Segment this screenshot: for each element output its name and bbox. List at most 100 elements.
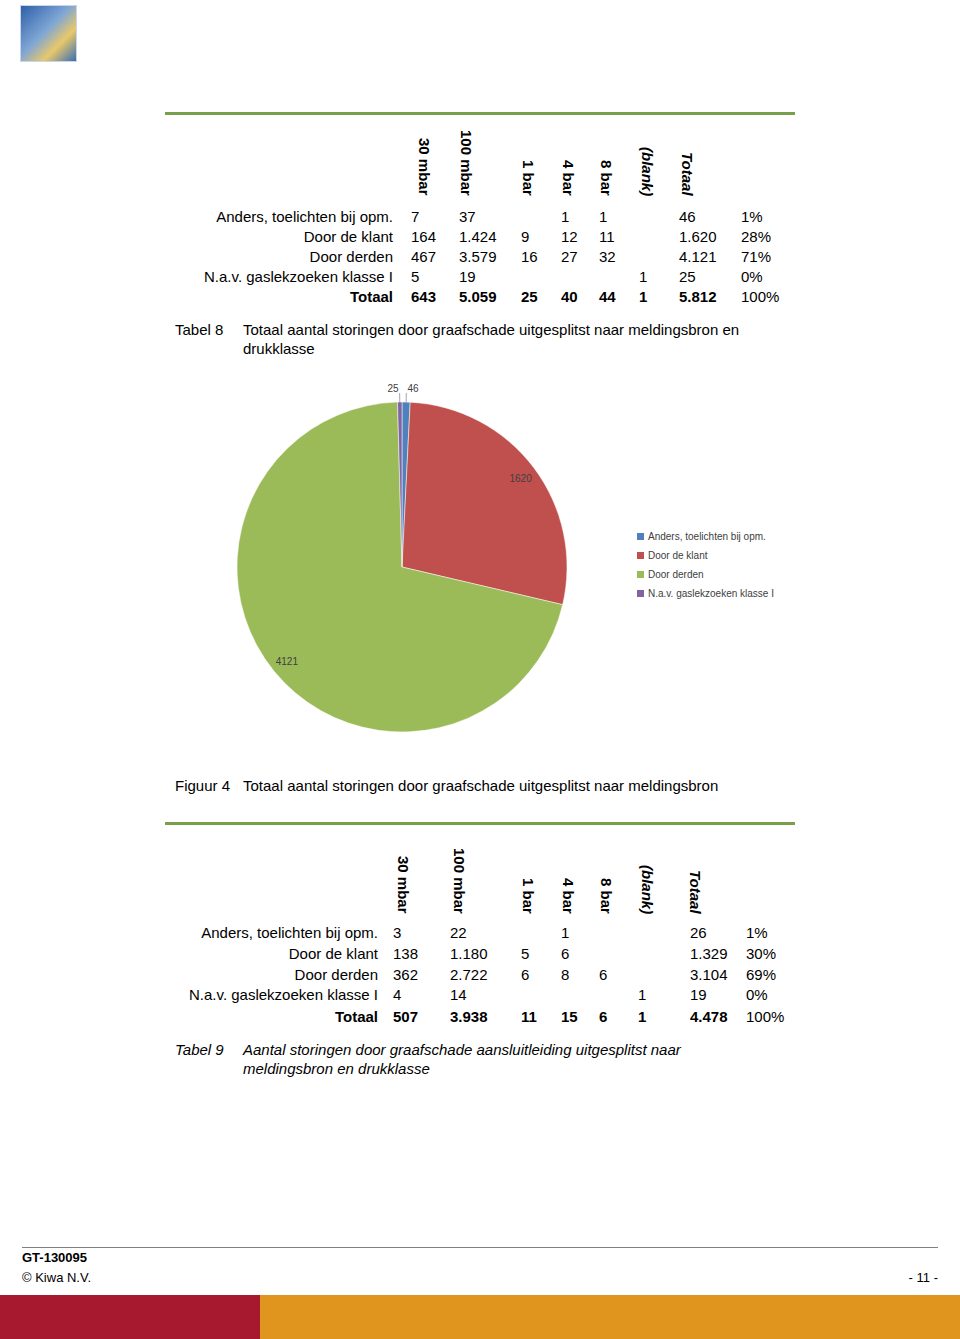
- row-label: N.a.v. gaslekzoeken klasse I: [189, 986, 378, 1004]
- table-cell: 26: [690, 924, 707, 942]
- table-cell: 6: [561, 945, 569, 963]
- data-label: 25: [387, 383, 399, 394]
- table-cell: 1: [639, 288, 647, 306]
- table-cell: 5: [411, 268, 419, 286]
- table-cell: 1.424: [459, 228, 497, 246]
- table-cell: 69%: [746, 966, 776, 984]
- pie-chart: 461620412125Anders, toelichten bij opm.D…: [0, 0, 960, 1339]
- legend-label: Anders, toelichten bij opm.: [648, 531, 766, 542]
- caption-text: Totaal aantal storingen door graafschade…: [243, 776, 843, 795]
- row-label: Totaal: [335, 1008, 378, 1026]
- table-cell: 19: [690, 986, 707, 1004]
- table-cell: 1: [561, 924, 569, 942]
- table-cell: 14: [450, 986, 467, 1004]
- table-cell: 467: [411, 248, 436, 266]
- row-label: Door derden: [310, 248, 393, 266]
- table-cell: 6: [599, 1008, 607, 1026]
- caption-label: Tabel 8: [175, 320, 223, 339]
- column-header: Totaal: [686, 870, 704, 914]
- row-label: Anders, toelichten bij opm.: [216, 208, 393, 226]
- row-label: Door derden: [295, 966, 378, 984]
- row-label: Totaal: [350, 288, 393, 306]
- caption-label: Figuur 4: [175, 776, 230, 795]
- leader-line: [399, 393, 400, 402]
- footer-page: - 11 -: [909, 1270, 938, 1285]
- footer-band-orange: [260, 1295, 960, 1339]
- table-cell: 44: [599, 288, 616, 306]
- legend-swatch: [637, 552, 644, 559]
- column-header: 30 mbar: [415, 138, 433, 196]
- table-cell: 1: [599, 208, 607, 226]
- table-cell: 3.104: [690, 966, 728, 984]
- column-header: 4 bar: [559, 878, 577, 914]
- logo: [20, 5, 77, 62]
- data-label: 46: [407, 383, 419, 394]
- legend-label: N.a.v. gaslekzoeken klasse I: [648, 588, 774, 599]
- table-cell: 2.722: [450, 966, 488, 984]
- pie-slice: [237, 402, 563, 732]
- table-cell: 5.812: [679, 288, 717, 306]
- row-label: Door de klant: [289, 945, 378, 963]
- table-cell: 0%: [741, 268, 763, 286]
- table-cell: 643: [411, 288, 436, 306]
- table-cell: 1: [638, 1008, 646, 1026]
- table-cell: 3.579: [459, 248, 497, 266]
- table-cell: 1.329: [690, 945, 728, 963]
- legend-swatch: [637, 571, 644, 578]
- table-cell: 11: [521, 1008, 537, 1026]
- legend-label: Door de klant: [648, 550, 708, 561]
- table-cell: 1%: [741, 208, 763, 226]
- column-header: 30 mbar: [394, 856, 412, 914]
- table-cell: 22: [450, 924, 467, 942]
- column-header: 1 bar: [519, 878, 537, 914]
- table-cell: 25: [521, 288, 538, 306]
- column-header: Totaal: [678, 152, 696, 196]
- table-cell: 16: [521, 248, 538, 266]
- table-cell: 37: [459, 208, 476, 226]
- table-cell: 5.059: [459, 288, 497, 306]
- table-cell: 46: [679, 208, 696, 226]
- table-cell: 19: [459, 268, 476, 286]
- table-cell: 27: [561, 248, 578, 266]
- table-cell: 1.620: [679, 228, 717, 246]
- data-label: 4121: [276, 656, 299, 667]
- table-cell: 32: [599, 248, 616, 266]
- table-cell: 164: [411, 228, 436, 246]
- table-cell: 1: [638, 986, 646, 1004]
- table-cell: 3: [393, 924, 401, 942]
- table-cell: 40: [561, 288, 578, 306]
- footer-company: © Kiwa N.V.: [22, 1270, 91, 1285]
- table-cell: 7: [411, 208, 419, 226]
- row-label: Anders, toelichten bij opm.: [201, 924, 378, 942]
- column-header: 100 mbar: [457, 130, 475, 196]
- legend-swatch: [637, 590, 644, 597]
- table-cell: 362: [393, 966, 418, 984]
- pie-slice: [398, 402, 402, 567]
- column-header: 8 bar: [597, 878, 615, 914]
- table-cell: 11: [599, 228, 615, 246]
- table-rule: [165, 112, 795, 115]
- column-header: 4 bar: [559, 160, 577, 196]
- table-cell: 25: [679, 268, 696, 286]
- footer-rule: [22, 1247, 938, 1248]
- table-cell: 3.938: [450, 1008, 488, 1026]
- table-cell: 4.478: [690, 1008, 728, 1026]
- legend-label: Door derden: [648, 569, 704, 580]
- table-cell: 6: [599, 966, 607, 984]
- table-cell: 100%: [741, 288, 779, 306]
- legend-swatch: [637, 533, 644, 540]
- column-header: (blank): [638, 865, 656, 914]
- table-cell: 71%: [741, 248, 771, 266]
- leader-line: [406, 393, 407, 402]
- footer-doc-id: GT-130095: [22, 1250, 87, 1265]
- table-cell: 507: [393, 1008, 418, 1026]
- table-cell: 30%: [746, 945, 776, 963]
- table-cell: 8: [561, 966, 569, 984]
- row-label: N.a.v. gaslekzoeken klasse I: [204, 268, 393, 286]
- table-cell: 6: [521, 966, 529, 984]
- table-cell: 9: [521, 228, 529, 246]
- table-cell: 0%: [746, 986, 768, 1004]
- table-cell: 15: [561, 1008, 578, 1026]
- column-header: 100 mbar: [450, 848, 468, 914]
- table-cell: 100%: [746, 1008, 784, 1026]
